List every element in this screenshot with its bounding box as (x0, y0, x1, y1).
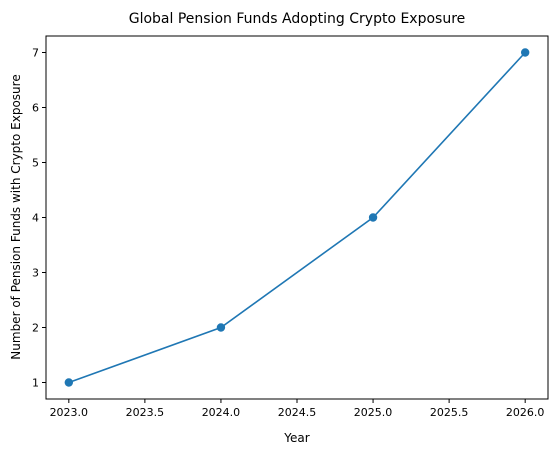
plot-area: 2023.0 2023.5 2024.0 2024.5 2025.0 2025.5 2026… (32, 35, 549, 419)
x-tick-label: 2025.0 (354, 406, 393, 419)
data-point (216, 323, 226, 332)
y-tick-label: 6 (32, 102, 39, 115)
y-tick-label: 7 (32, 47, 39, 60)
y-tick-label: 2 (32, 322, 39, 335)
y-tick-label: 1 (32, 377, 39, 390)
x-tick-label: 2024.5 (278, 406, 317, 419)
y-tick-label: 5 (32, 157, 39, 170)
x-tick-label: 2026.0 (506, 406, 545, 419)
x-tick-label: 2023.0 (50, 406, 89, 419)
y-tick-label: 4 (32, 212, 39, 225)
x-tick-label: 2023.5 (126, 406, 165, 419)
x-axis: 2023.0 2023.5 2024.0 2024.5 2025.0 2025.5 2026… (50, 399, 545, 419)
series-layer (64, 48, 530, 387)
y-tick-label: 3 (32, 267, 39, 280)
chart-title: Global Pension Funds Adopting Crypto Exp… (129, 11, 466, 27)
data-point (520, 48, 530, 57)
data-point (368, 213, 378, 222)
series-line (68, 51, 526, 384)
x-axis-label: Year (283, 431, 309, 445)
y-axis: 1 2 3 4 5 6 7 (32, 47, 46, 390)
x-tick-label: 2025.5 (430, 406, 469, 419)
data-point (64, 378, 74, 387)
y-axis-label: Number of Pension Funds with Crypto Expo… (9, 74, 23, 359)
x-tick-label: 2024.0 (202, 406, 241, 419)
plot-frame (45, 35, 549, 400)
